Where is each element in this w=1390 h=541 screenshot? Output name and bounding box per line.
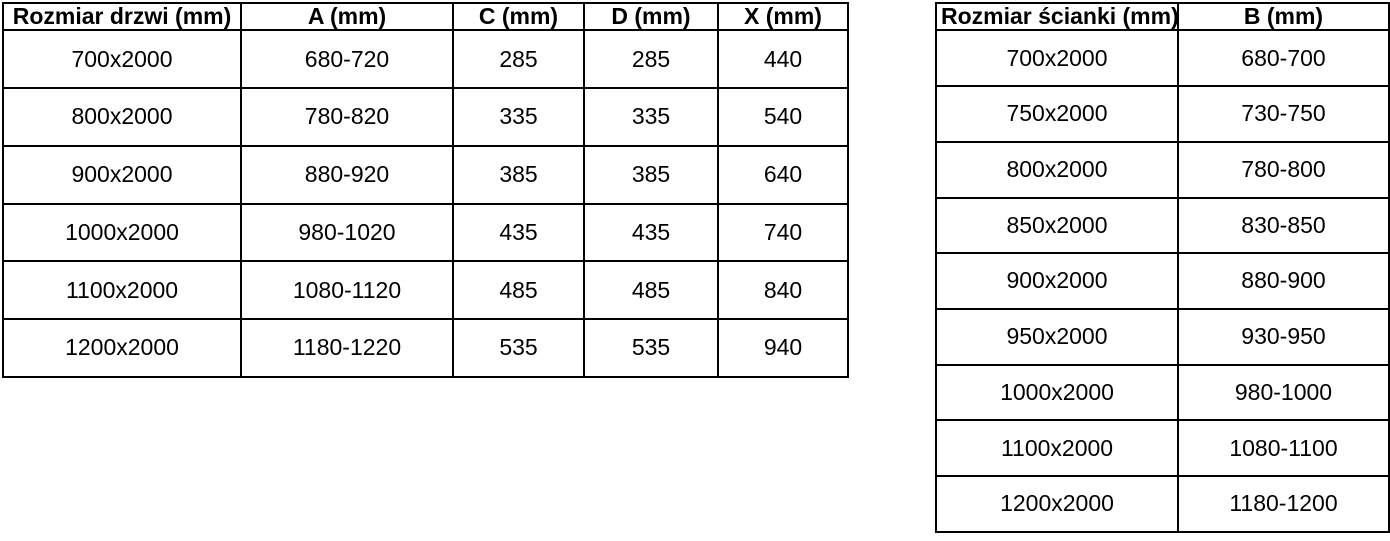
- table-row: 950x2000 930-950: [935, 307, 1390, 366]
- table-cell: 440: [717, 29, 849, 90]
- dimension-a-column-header: A (mm): [240, 1, 454, 32]
- table-cell: 1100x2000: [935, 419, 1179, 478]
- table-cell: 1180-1200: [1177, 475, 1390, 533]
- table-row: 1000x2000 980-1000: [935, 363, 1390, 422]
- table-cell: 335: [452, 87, 585, 147]
- table-cell: 1100x2000: [2, 260, 242, 321]
- table-row: 900x2000 880-900: [935, 252, 1390, 310]
- table-cell: 880-920: [240, 144, 454, 205]
- dimension-d-column-header: D (mm): [583, 1, 719, 32]
- table-row: 750x2000 730-750: [935, 85, 1390, 143]
- table-cell: 385: [583, 144, 719, 205]
- table-cell: 285: [583, 29, 719, 90]
- table-cell: 1000x2000: [935, 363, 1179, 422]
- table-cell: 840: [717, 260, 849, 321]
- table-cell: 1200x2000: [2, 318, 242, 378]
- table-cell: 535: [583, 318, 719, 378]
- table-cell: 1000x2000: [2, 202, 242, 263]
- table-cell: 1080-1120: [240, 260, 454, 321]
- table-row: 700x2000 680-700: [935, 29, 1390, 88]
- table-row: 1100x2000 1080-1100: [935, 419, 1390, 478]
- door-table-header-row: Rozmiar drzwi (mm) A (mm) C (mm) D (mm) …: [2, 1, 849, 32]
- table-cell: 680-700: [1177, 29, 1390, 88]
- table-cell: 780-800: [1177, 140, 1390, 199]
- door-table-body: 700x2000 680-720 285 285 440 800x2000 780-820 3…: [2, 29, 849, 378]
- table-cell: 900x2000: [935, 252, 1179, 310]
- table-cell: 850x2000: [935, 196, 1179, 255]
- table-cell: 880-900: [1177, 252, 1390, 310]
- table-row: 1200x2000 1180-1220 535 535 940: [2, 318, 849, 378]
- table-cell: 900x2000: [2, 144, 242, 205]
- door-size-column-header: Rozmiar drzwi (mm): [2, 1, 242, 32]
- table-cell: 1180-1220: [240, 318, 454, 378]
- wall-panel-sizes-table: Rozmiar ścianki (mm) B (mm) 700x2000 680-…: [935, 1, 1390, 533]
- table-cell: 335: [583, 87, 719, 147]
- table-cell: 700x2000: [935, 29, 1179, 88]
- table-cell: 1200x2000: [935, 475, 1179, 533]
- table-cell: 640: [717, 144, 849, 205]
- table-row: 700x2000 680-720 285 285 440: [2, 29, 849, 90]
- table-cell: 435: [452, 202, 585, 263]
- table-cell: 800x2000: [2, 87, 242, 147]
- table-cell: 980-1020: [240, 202, 454, 263]
- table-cell: 535: [452, 318, 585, 378]
- wall-table-body: 700x2000 680-700 750x2000 730-750 800x2000 78…: [935, 29, 1390, 533]
- dimension-x-column-header: X (mm): [717, 1, 849, 32]
- table-cell: 1080-1100: [1177, 419, 1390, 478]
- table-cell: 830-850: [1177, 196, 1390, 255]
- table-cell: 950x2000: [935, 307, 1179, 366]
- table-cell: 930-950: [1177, 307, 1390, 366]
- table-cell: 940: [717, 318, 849, 378]
- table-cell: 750x2000: [935, 85, 1179, 143]
- table-cell: 540: [717, 87, 849, 147]
- table-row: 800x2000 780-820 335 335 540: [2, 87, 849, 147]
- dimension-b-column-header: B (mm): [1177, 1, 1390, 32]
- table-row: 1000x2000 980-1020 435 435 740: [2, 202, 849, 263]
- table-row: 850x2000 830-850: [935, 196, 1390, 255]
- table-cell: 780-820: [240, 87, 454, 147]
- table-cell: 435: [583, 202, 719, 263]
- dimension-c-column-header: C (mm): [452, 1, 585, 32]
- table-row: 900x2000 880-920 385 385 640: [2, 144, 849, 205]
- table-row: 1200x2000 1180-1200: [935, 475, 1390, 533]
- table-row: 800x2000 780-800: [935, 140, 1390, 199]
- table-cell: 700x2000: [2, 29, 242, 90]
- table-cell: 680-720: [240, 29, 454, 90]
- table-cell: 730-750: [1177, 85, 1390, 143]
- table-row: 1100x2000 1080-1120 485 485 840: [2, 260, 849, 321]
- wall-table-header-row: Rozmiar ścianki (mm) B (mm): [935, 1, 1390, 32]
- door-sizes-table: Rozmiar drzwi (mm) A (mm) C (mm) D (mm) …: [2, 1, 849, 378]
- table-cell: 285: [452, 29, 585, 90]
- table-cell: 800x2000: [935, 140, 1179, 199]
- table-cell: 485: [452, 260, 585, 321]
- table-cell: 485: [583, 260, 719, 321]
- table-cell: 740: [717, 202, 849, 263]
- wall-size-column-header: Rozmiar ścianki (mm): [935, 1, 1179, 32]
- table-cell: 980-1000: [1177, 363, 1390, 422]
- table-cell: 385: [452, 144, 585, 205]
